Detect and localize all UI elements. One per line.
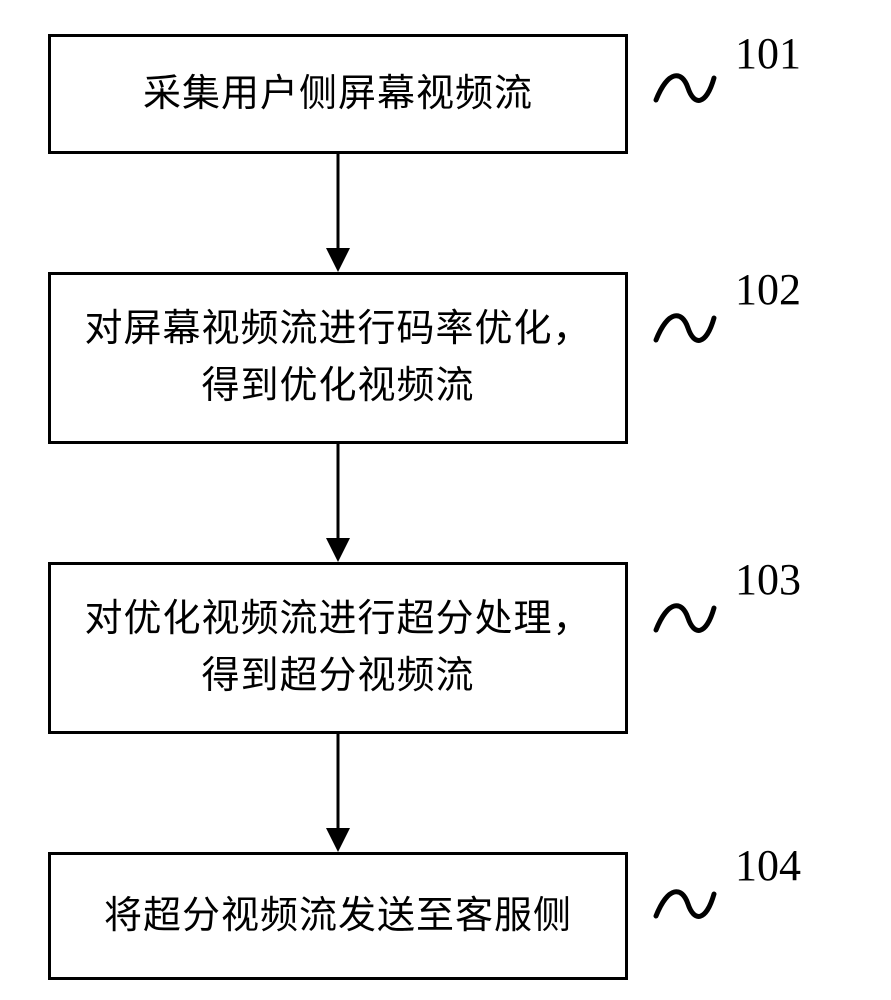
step-label-102: 102	[735, 264, 801, 315]
flow-node-104: 将超分视频流发送至客服侧	[48, 852, 628, 980]
flow-node-101: 采集用户侧屏幕视频流	[48, 34, 628, 154]
step-label-104: 104	[735, 840, 801, 891]
flow-node-102: 对屏幕视频流进行码率优化， 得到优化视频流	[48, 272, 628, 444]
flow-node-text: 对屏幕视频流进行码率优化， 得到优化视频流	[84, 301, 591, 415]
flow-node-text: 将超分视频流发送至客服侧	[104, 888, 572, 945]
flowchart-canvas: 采集用户侧屏幕视频流 101 对屏幕视频流进行码率优化， 得到优化视频流 102…	[0, 0, 891, 1000]
tilde-icon	[648, 300, 722, 354]
step-label-101: 101	[735, 28, 801, 79]
flow-node-text: 采集用户侧屏幕视频流	[143, 66, 533, 123]
tilde-icon	[648, 876, 722, 930]
tilde-icon	[648, 590, 722, 644]
flow-node-text: 对优化视频流进行超分处理， 得到超分视频流	[84, 591, 591, 705]
step-label-103: 103	[735, 554, 801, 605]
flow-node-103: 对优化视频流进行超分处理， 得到超分视频流	[48, 562, 628, 734]
tilde-icon	[648, 60, 722, 114]
